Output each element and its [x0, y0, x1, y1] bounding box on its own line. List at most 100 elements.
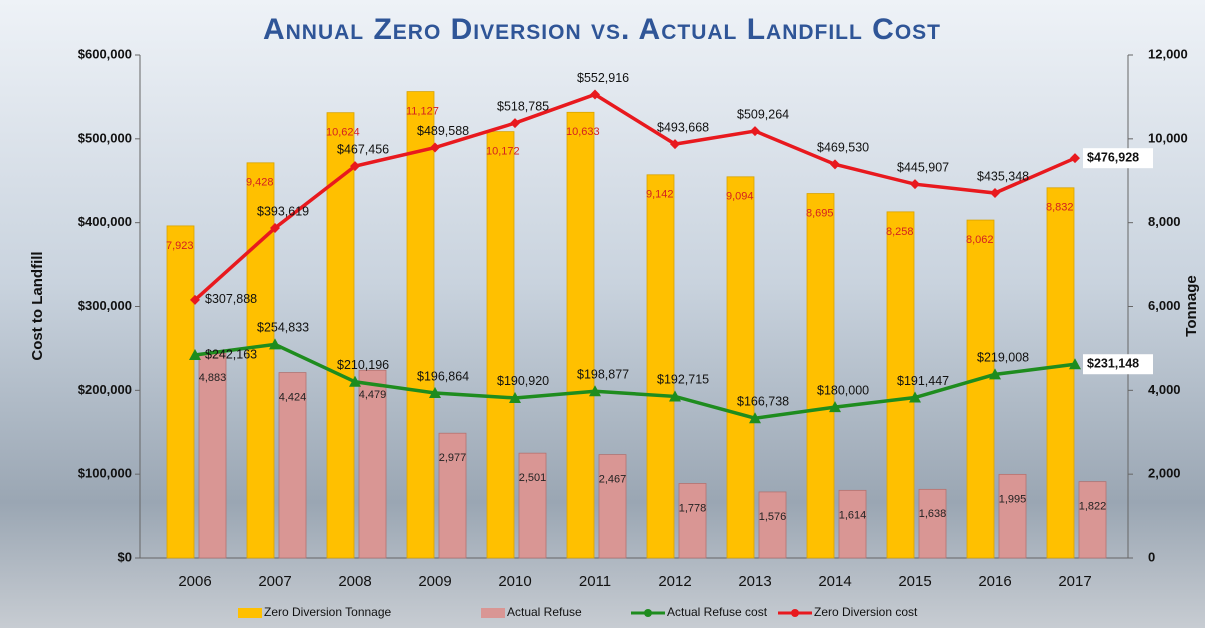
x-tick-label: 2011 — [579, 573, 611, 590]
data-label: $219,008 — [977, 351, 1029, 365]
bar — [758, 491, 787, 559]
legend-label: Actual Refuse cost — [667, 605, 768, 619]
bar — [678, 483, 707, 559]
bar — [838, 489, 867, 559]
marker — [430, 142, 440, 153]
x-tick-label: 2016 — [978, 573, 1011, 590]
y-tick-label: $600,000 — [78, 46, 132, 61]
marker — [270, 223, 280, 234]
bar — [1046, 187, 1075, 559]
bar — [806, 193, 835, 559]
data-label: 2,501 — [519, 472, 547, 484]
data-label: 10,624 — [326, 127, 360, 139]
marker — [190, 294, 200, 305]
legend-swatch — [481, 608, 505, 618]
line — [193, 92, 1076, 302]
x-tick-label: 2012 — [658, 573, 691, 590]
data-label: $231,148 — [1087, 357, 1139, 371]
data-label: 8,832 — [1046, 202, 1074, 214]
bar — [566, 111, 595, 559]
data-label: $469,530 — [817, 141, 869, 155]
data-label: $509,264 — [737, 107, 789, 121]
data-label: 1,576 — [759, 511, 787, 523]
data-label: $198,877 — [577, 368, 629, 382]
marker — [589, 385, 601, 397]
y2-axis-title: Tonnage — [1183, 275, 1200, 336]
bar — [166, 225, 195, 559]
marker — [1070, 153, 1080, 164]
x-tick-label: 2006 — [178, 573, 211, 590]
data-label: 8,258 — [886, 226, 914, 238]
bar — [246, 162, 275, 559]
marker — [1069, 358, 1081, 370]
marker — [350, 161, 360, 172]
marker — [910, 179, 920, 190]
marker — [830, 159, 840, 170]
data-label: 1,638 — [919, 508, 947, 520]
chart-title: Annual Zero Diversion vs. Actual Landfil… — [263, 13, 941, 46]
bar — [598, 454, 627, 559]
marker — [189, 348, 201, 360]
y2-tick-label: 4,000 — [1148, 382, 1181, 397]
marker — [909, 391, 921, 403]
data-label: $191,447 — [897, 374, 949, 388]
x-tick-label: 2008 — [338, 573, 371, 590]
bar — [406, 91, 435, 559]
data-label: 8,062 — [966, 234, 994, 246]
legend-marker — [791, 609, 799, 617]
y-tick-label: $200,000 — [78, 382, 132, 397]
data-label: $180,000 — [817, 383, 869, 397]
data-label: $196,864 — [417, 369, 469, 383]
y2-tick-label: 2,000 — [1148, 466, 1181, 481]
data-label: 9,428 — [246, 177, 274, 189]
data-label: $435,348 — [977, 169, 1029, 183]
marker — [510, 118, 520, 129]
bar — [326, 112, 355, 559]
y-tick-label: $400,000 — [78, 214, 132, 229]
data-label: 9,142 — [646, 189, 674, 201]
line — [194, 342, 1076, 421]
marker — [750, 126, 760, 137]
data-label: 1,614 — [839, 509, 867, 521]
x-tick-label: 2013 — [738, 573, 771, 590]
data-label: $467,456 — [337, 142, 389, 156]
data-label: $192,715 — [657, 373, 709, 387]
data-label: 2,467 — [599, 473, 627, 485]
legend-swatch — [238, 608, 262, 618]
data-label: 8,695 — [806, 207, 834, 219]
data-label: $242,163 — [205, 347, 257, 361]
data-label: $552,916 — [577, 71, 629, 85]
bar — [438, 432, 467, 559]
y2-tick-label: 10,000 — [1148, 130, 1188, 145]
data-label: 1,822 — [1079, 501, 1107, 513]
data-label: $493,668 — [657, 120, 709, 134]
y2-tick-label: 12,000 — [1148, 46, 1188, 61]
y-tick-label: $300,000 — [78, 298, 132, 313]
marker — [669, 390, 681, 402]
data-label: $489,588 — [417, 124, 469, 138]
bar — [886, 211, 915, 559]
y2-tick-label: 8,000 — [1148, 214, 1181, 229]
bar — [1078, 481, 1107, 559]
data-label: 4,424 — [279, 391, 307, 403]
legend-marker — [644, 609, 652, 617]
marker — [990, 188, 1000, 199]
x-tick-label: 2017 — [1058, 573, 1091, 590]
marker — [349, 375, 361, 387]
bar — [998, 473, 1027, 559]
legend-label: Actual Refuse — [507, 605, 582, 619]
legend-label: Zero Diversion Tonnage — [264, 605, 392, 619]
bar — [198, 352, 227, 559]
y-tick-label: $0 — [118, 549, 132, 564]
label-box — [1083, 354, 1153, 375]
data-label: $518,785 — [497, 99, 549, 113]
data-label: 10,172 — [486, 146, 520, 158]
x-tick-label: 2014 — [818, 573, 851, 590]
y-tick-label: $500,000 — [78, 130, 132, 145]
y-axis-title: Cost to Landfill — [29, 251, 46, 360]
data-label: $476,928 — [1087, 150, 1139, 164]
bar — [518, 452, 547, 559]
data-label: 4,883 — [199, 372, 227, 384]
marker — [989, 368, 1001, 380]
